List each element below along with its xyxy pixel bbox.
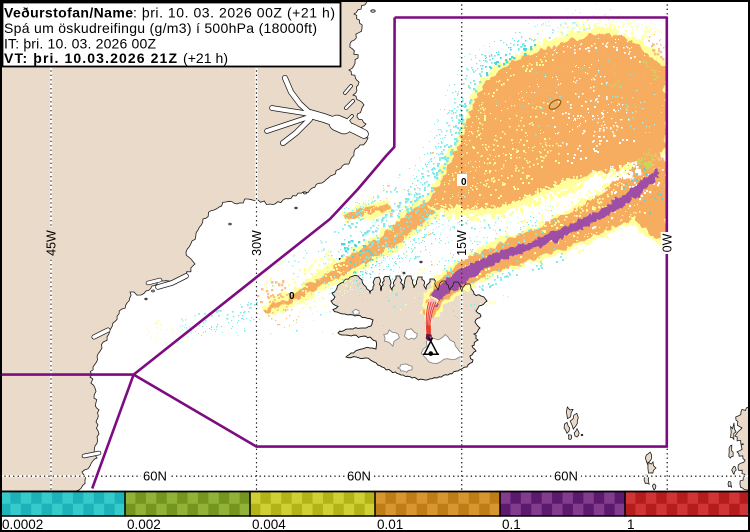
svg-text:0.1: 0.1	[502, 517, 521, 532]
svg-text:0: 0	[461, 177, 467, 188]
svg-text:0.002: 0.002	[127, 517, 161, 532]
svg-text:60N: 60N	[143, 469, 167, 484]
svg-text:0.004: 0.004	[252, 517, 286, 532]
svg-text:60N: 60N	[554, 469, 578, 484]
svg-text:: þri. 10. 03. 2026 00Z (+21 h: : þri. 10. 03. 2026 00Z (+21 h)	[133, 5, 335, 21]
svg-text:0.0002: 0.0002	[2, 517, 43, 532]
svg-text:0W: 0W	[661, 233, 675, 252]
svg-text:0.01: 0.01	[377, 517, 403, 532]
svg-text:15W: 15W	[455, 230, 469, 256]
svg-text:IT: þri. 10. 03. 2026 00Z: IT: þri. 10. 03. 2026 00Z	[4, 35, 156, 51]
svg-text:60N: 60N	[347, 469, 371, 484]
svg-text:1: 1	[627, 517, 635, 532]
svg-text:30W: 30W	[250, 230, 264, 256]
svg-text:Spá um öskudreifingu (g/m3) í: Spá um öskudreifingu (g/m3) í 500hPa (18…	[4, 20, 317, 36]
svg-text:VT: þri. 10.03.2026 21Z: VT: þri. 10.03.2026 21Z	[4, 50, 177, 66]
svg-text:0: 0	[289, 291, 295, 302]
svg-text:(+21 h): (+21 h)	[183, 50, 228, 66]
svg-text:45W: 45W	[44, 230, 58, 256]
svg-text:Veðurstofan/Name: Veðurstofan/Name	[4, 5, 133, 21]
